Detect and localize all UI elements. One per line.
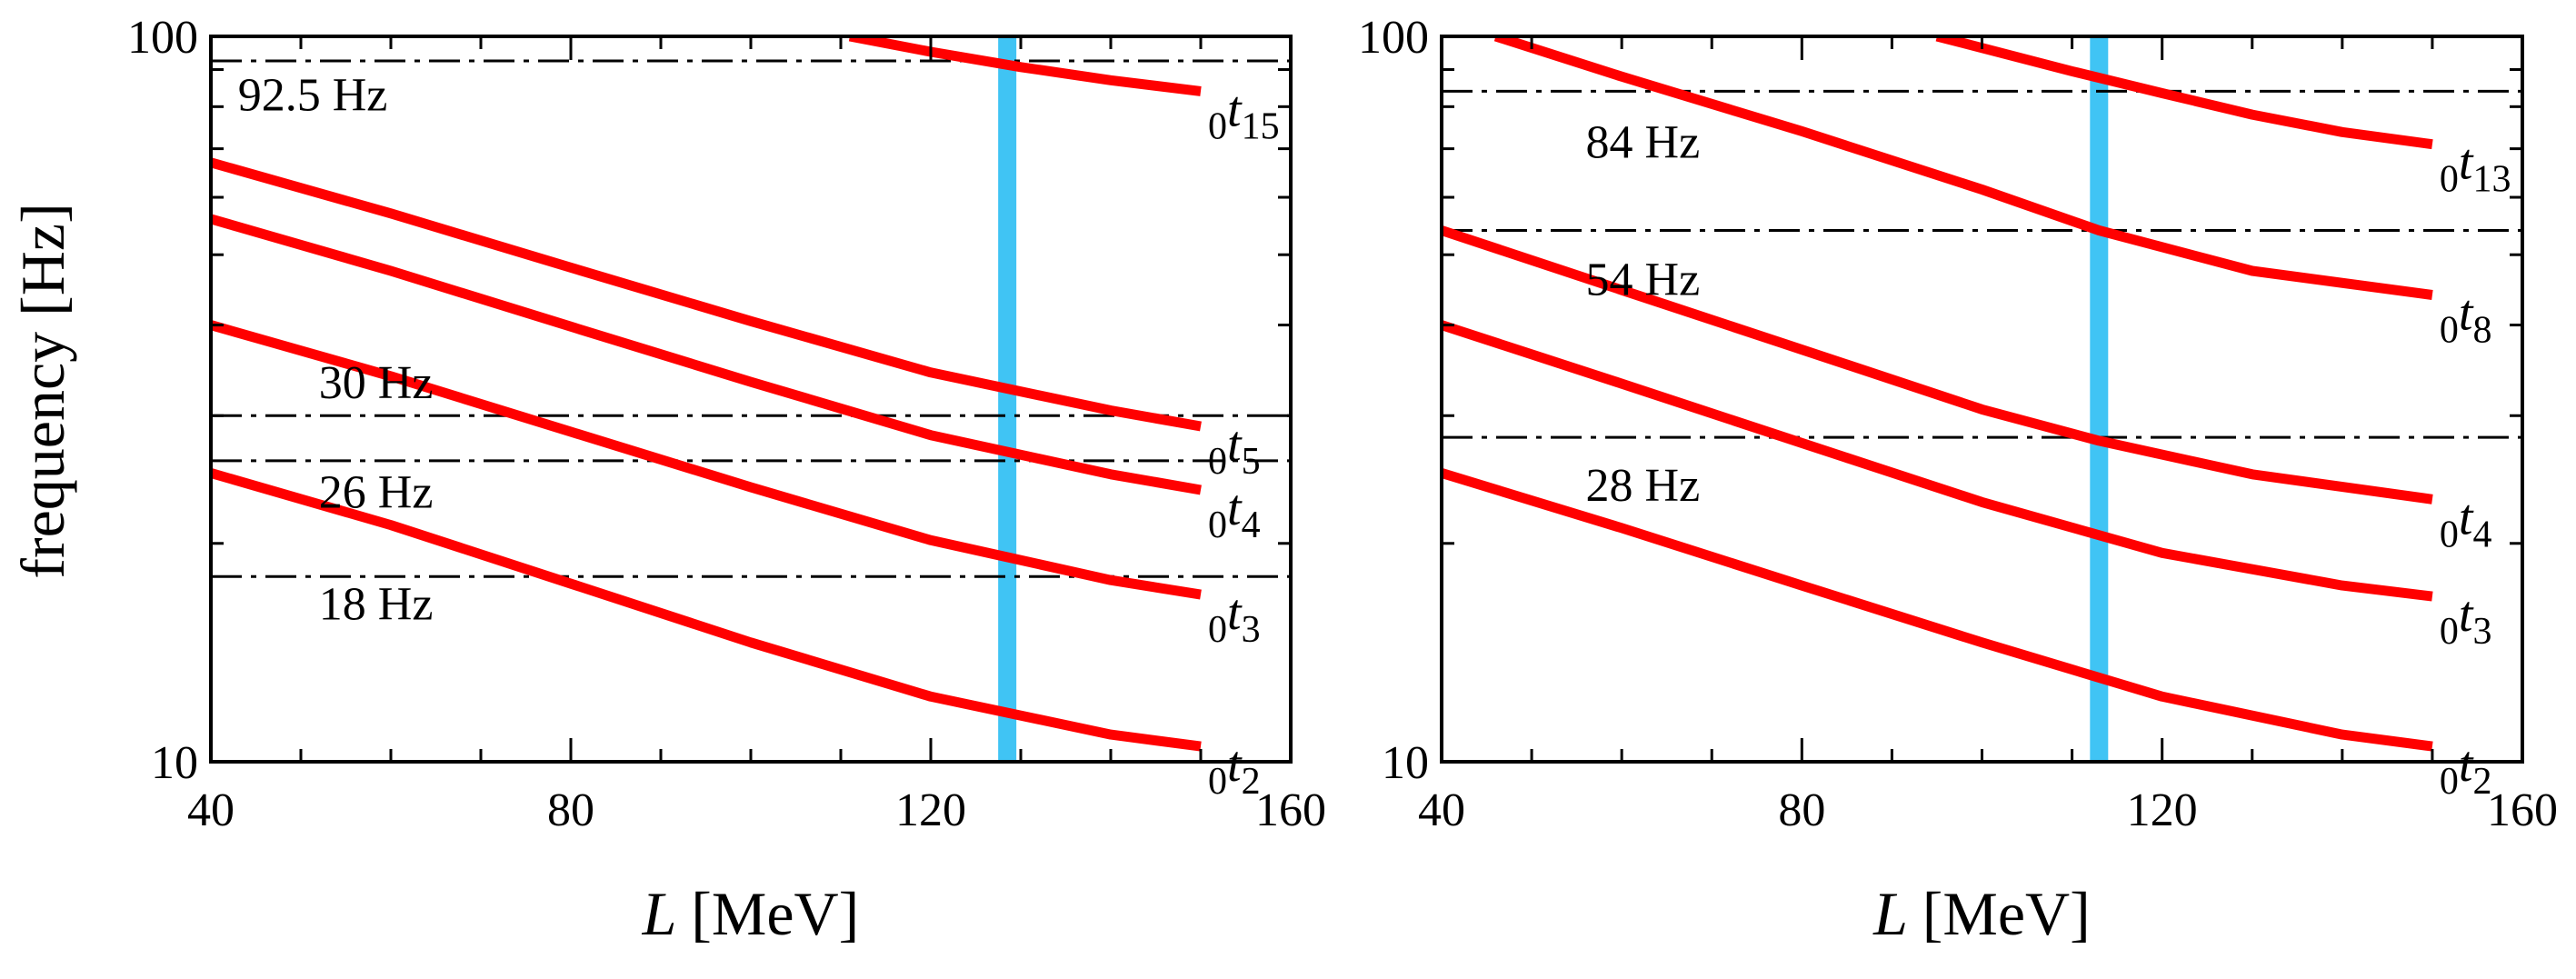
series-label-symbol: t bbox=[1227, 416, 1243, 473]
series-label-subscript: 13 bbox=[2472, 159, 2511, 201]
plot-area bbox=[211, 36, 1291, 762]
series-label-symbol: t bbox=[2459, 736, 2474, 793]
series-label-subscript: 4 bbox=[1242, 504, 1261, 546]
x-axis-unit: [MeV] bbox=[1922, 879, 2091, 948]
plot-area bbox=[1442, 36, 2522, 762]
series-label-subscript: 3 bbox=[1242, 609, 1261, 651]
x-tick-label: 40 bbox=[1418, 784, 1465, 836]
x-tick-label: 80 bbox=[547, 784, 594, 836]
threshold-label: 26 Hz bbox=[319, 467, 434, 519]
series-label: 0t2 bbox=[1208, 736, 1261, 803]
series-line bbox=[848, 36, 1202, 96]
series-line bbox=[1442, 320, 2433, 602]
series-label: 0t15 bbox=[1208, 81, 1280, 147]
y-tick-label: 100 bbox=[127, 12, 198, 64]
threshold-label: 84 Hz bbox=[1586, 117, 1701, 169]
series-label-subscript: 5 bbox=[1242, 441, 1261, 483]
x-tick-label: 40 bbox=[187, 784, 235, 836]
x-axis-variable: L bbox=[642, 879, 692, 948]
y-tick-label: 100 bbox=[1358, 12, 1429, 64]
series-label-subscript: 3 bbox=[2472, 611, 2491, 653]
series-label-prefix: 0 bbox=[1208, 105, 1227, 147]
series-label-prefix: 0 bbox=[1208, 441, 1227, 483]
x-tick-label: 120 bbox=[2127, 784, 2198, 836]
series-label-prefix: 0 bbox=[1208, 504, 1227, 546]
series-line bbox=[211, 157, 1202, 432]
series-label-subscript: 8 bbox=[2472, 310, 2491, 352]
series-label-subscript: 2 bbox=[2472, 761, 2491, 803]
x-tick-label: 120 bbox=[895, 784, 966, 836]
series-label: 0t8 bbox=[2440, 285, 2492, 352]
series-label-subscript: 2 bbox=[1242, 761, 1261, 803]
vertical-band bbox=[998, 36, 1017, 762]
y-tick-label: 10 bbox=[1382, 737, 1429, 789]
x-axis-label: L [MeV] bbox=[642, 879, 860, 948]
series-label-prefix: 0 bbox=[2440, 310, 2459, 352]
series-label-prefix: 0 bbox=[2440, 514, 2459, 555]
series-label-symbol: t bbox=[2459, 285, 2474, 342]
x-axis-label: L [MeV] bbox=[1872, 879, 2091, 948]
threshold-label: 54 Hz bbox=[1586, 255, 1701, 306]
series-label-symbol: t bbox=[1227, 584, 1243, 641]
series-label-symbol: t bbox=[1227, 480, 1243, 536]
series-line bbox=[1493, 36, 2433, 300]
series-label-prefix: 0 bbox=[1208, 609, 1227, 651]
series-line bbox=[211, 320, 1202, 600]
series-line bbox=[1442, 225, 2433, 504]
series-label-subscript: 15 bbox=[1242, 105, 1280, 147]
x-tick-label: 80 bbox=[1778, 784, 1825, 836]
series-label-prefix: 0 bbox=[1208, 761, 1227, 803]
series-label-symbol: t bbox=[1227, 81, 1243, 137]
series-label: 0t3 bbox=[1208, 584, 1261, 651]
x-axis-variable: L bbox=[1872, 879, 1922, 948]
vertical-band bbox=[2090, 36, 2109, 762]
series-line bbox=[211, 214, 1202, 495]
series-label-subscript: 4 bbox=[2472, 514, 2491, 555]
series-label: 0t4 bbox=[2440, 489, 2492, 555]
x-tick-label: 160 bbox=[2487, 784, 2558, 836]
x-tick-label: 160 bbox=[1255, 784, 1326, 836]
series-label-symbol: t bbox=[1227, 736, 1243, 793]
series-label-prefix: 0 bbox=[2440, 611, 2459, 653]
x-axis-unit: [MeV] bbox=[691, 879, 859, 948]
series-line bbox=[1935, 36, 2433, 150]
series-label-symbol: t bbox=[2459, 135, 2474, 191]
threshold-label: 92.5 Hz bbox=[238, 70, 388, 122]
series-line bbox=[211, 468, 1202, 752]
series-label: 0t4 bbox=[1208, 480, 1261, 546]
y-axis-label: frequency [Hz] bbox=[8, 203, 77, 578]
series-label: 0t13 bbox=[2440, 135, 2511, 201]
series-label-symbol: t bbox=[2459, 489, 2474, 545]
series-line bbox=[1442, 468, 2433, 752]
series-label: 0t3 bbox=[2440, 586, 2492, 653]
threshold-label: 18 Hz bbox=[319, 579, 434, 631]
series-label-prefix: 0 bbox=[2440, 159, 2459, 201]
series-label: 0t2 bbox=[2440, 736, 2492, 803]
threshold-label: 28 Hz bbox=[1586, 460, 1701, 512]
series-label: 0t5 bbox=[1208, 416, 1261, 483]
series-label-prefix: 0 bbox=[2440, 761, 2459, 803]
series-label-symbol: t bbox=[2459, 586, 2474, 643]
threshold-label: 30 Hz bbox=[319, 357, 434, 409]
y-tick-label: 10 bbox=[151, 737, 198, 789]
